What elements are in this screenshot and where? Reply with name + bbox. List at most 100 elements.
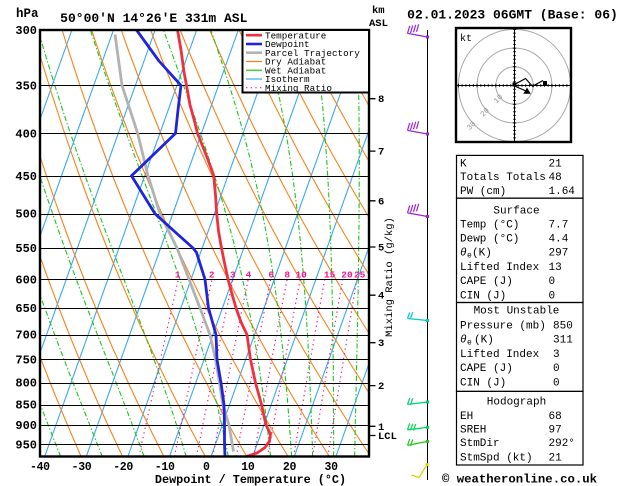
svg-text:2: 2 — [378, 381, 384, 393]
svg-text:7.7: 7.7 — [549, 219, 569, 231]
svg-text:CAPE (J): CAPE (J) — [460, 276, 513, 288]
svg-text:0: 0 — [549, 290, 556, 302]
svg-text:1: 1 — [378, 422, 384, 434]
svg-text:Parcel Trajectory: Parcel Trajectory — [265, 48, 360, 59]
svg-text:1.64: 1.64 — [549, 186, 576, 198]
svg-text:450: 450 — [15, 170, 37, 184]
svg-text:50°00'N 14°26'E 331m ASL: 50°00'N 14°26'E 331m ASL — [60, 11, 247, 26]
svg-text:0: 0 — [553, 363, 560, 375]
svg-text:650: 650 — [15, 302, 37, 316]
svg-text:750: 750 — [15, 354, 37, 368]
svg-text:Mixing Ratio: Mixing Ratio — [265, 83, 332, 94]
svg-text:Hodograph: Hodograph — [487, 397, 546, 409]
svg-text:SREH: SREH — [460, 425, 486, 437]
svg-text:Dewpoint: Dewpoint — [265, 39, 310, 50]
svg-text:800: 800 — [15, 377, 37, 391]
svg-text:700: 700 — [15, 329, 37, 343]
svg-text:3: 3 — [553, 349, 560, 361]
svg-text:4: 4 — [378, 291, 384, 303]
svg-text:350: 350 — [15, 79, 37, 93]
svg-text:68: 68 — [549, 411, 562, 423]
svg-text:3: 3 — [230, 270, 236, 281]
svg-text:13: 13 — [549, 262, 562, 274]
svg-text:(K): (K) — [474, 335, 494, 347]
svg-text:LCL: LCL — [378, 431, 397, 443]
svg-text:K: K — [460, 159, 467, 171]
svg-text:Dry Adiabat: Dry Adiabat — [265, 57, 326, 68]
svg-text:30: 30 — [324, 461, 338, 474]
svg-text:950: 950 — [15, 439, 37, 453]
svg-text:2: 2 — [209, 270, 215, 281]
svg-text:20: 20 — [341, 270, 353, 281]
svg-text:20: 20 — [283, 461, 297, 474]
svg-text:6: 6 — [268, 270, 274, 281]
svg-text:292°: 292° — [549, 438, 575, 450]
svg-text:StmSpd (kt): StmSpd (kt) — [460, 453, 533, 465]
svg-text:297: 297 — [549, 248, 569, 260]
svg-text:600: 600 — [15, 273, 37, 287]
svg-text:Pressure (mb): Pressure (mb) — [460, 321, 546, 333]
svg-text:21: 21 — [549, 453, 563, 465]
svg-text:0: 0 — [553, 377, 560, 389]
svg-text:900: 900 — [15, 419, 37, 433]
svg-text:ASL: ASL — [369, 18, 388, 30]
svg-text:48: 48 — [549, 172, 562, 184]
svg-text:-20: -20 — [113, 461, 133, 474]
svg-text:(K): (K) — [472, 248, 492, 260]
svg-text:-40: -40 — [30, 461, 50, 474]
svg-text:e: e — [467, 252, 472, 261]
svg-text:6: 6 — [378, 196, 384, 208]
svg-text:CIN (J): CIN (J) — [460, 377, 506, 389]
svg-text:550: 550 — [15, 242, 37, 256]
svg-text:© weatheronline.co.uk: © weatheronline.co.uk — [442, 473, 598, 486]
svg-text:CAPE (J): CAPE (J) — [460, 363, 513, 375]
svg-text:Wet Adiabat: Wet Adiabat — [265, 65, 326, 76]
svg-text:21: 21 — [549, 159, 563, 171]
svg-text:θ: θ — [460, 248, 467, 260]
svg-text:Temperature: Temperature — [265, 30, 326, 41]
svg-text:8: 8 — [378, 94, 384, 106]
svg-text:311: 311 — [553, 335, 573, 347]
svg-text:400: 400 — [15, 127, 37, 141]
svg-text:km: km — [372, 5, 385, 17]
svg-text:8: 8 — [284, 270, 290, 281]
svg-text:Dewp (°C): Dewp (°C) — [460, 234, 519, 246]
svg-text:500: 500 — [15, 208, 37, 222]
svg-text:10: 10 — [295, 270, 307, 281]
svg-text:Totals Totals: Totals Totals — [460, 172, 546, 184]
svg-text:Isotherm: Isotherm — [265, 74, 310, 85]
svg-text:-30: -30 — [72, 461, 92, 474]
svg-text:e: e — [467, 339, 472, 348]
svg-text:Surface: Surface — [493, 206, 539, 218]
svg-text:25: 25 — [354, 270, 366, 281]
svg-text:Mixing Ratio (g/kg): Mixing Ratio (g/kg) — [384, 217, 396, 337]
svg-text:5: 5 — [378, 243, 384, 255]
svg-text:Lifted Index: Lifted Index — [460, 349, 540, 361]
svg-text:Lifted Index: Lifted Index — [460, 262, 540, 274]
svg-text:97: 97 — [549, 425, 562, 437]
svg-text:850: 850 — [15, 399, 37, 413]
svg-text:1: 1 — [175, 270, 181, 281]
svg-text:StmDir: StmDir — [460, 438, 500, 450]
svg-text:EH: EH — [460, 411, 473, 423]
svg-text:10: 10 — [241, 461, 255, 474]
svg-text:Most Unstable: Most Unstable — [474, 306, 560, 318]
svg-text:hPa: hPa — [16, 7, 39, 21]
svg-text:PW (cm): PW (cm) — [460, 186, 506, 198]
svg-text:4.4: 4.4 — [549, 234, 569, 246]
svg-text:CIN (J): CIN (J) — [460, 290, 506, 302]
svg-text:4: 4 — [246, 270, 252, 281]
svg-text:kt: kt — [460, 33, 472, 45]
svg-text:0: 0 — [203, 461, 210, 474]
svg-text:0: 0 — [549, 276, 556, 288]
svg-text:7: 7 — [378, 147, 384, 159]
svg-text:850: 850 — [553, 321, 573, 333]
svg-text:02.01.2023 06GMT (Base: 06): 02.01.2023 06GMT (Base: 06) — [407, 8, 618, 23]
svg-text:300: 300 — [15, 24, 37, 38]
svg-text:15: 15 — [324, 270, 336, 281]
svg-text:Dewpoint / Temperature (°C): Dewpoint / Temperature (°C) — [155, 473, 346, 486]
svg-text:Temp (°C): Temp (°C) — [460, 219, 519, 231]
svg-text:3: 3 — [378, 338, 384, 350]
svg-text:θ: θ — [460, 335, 467, 347]
svg-text:-10: -10 — [155, 461, 175, 474]
